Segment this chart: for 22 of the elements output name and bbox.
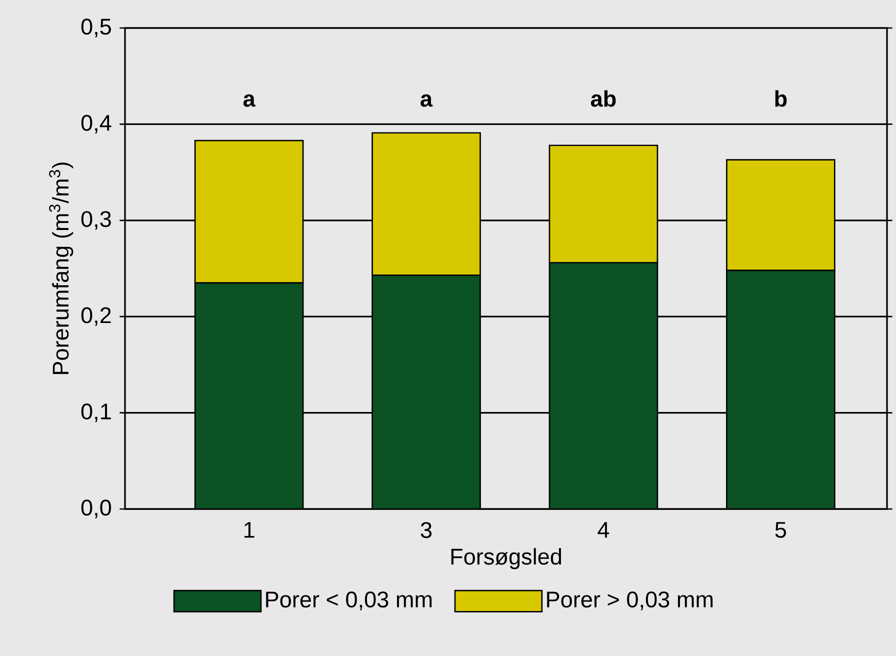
x-tick-label: 1	[244, 522, 254, 538]
annotation: b	[775, 90, 787, 107]
x-tick-label: 3	[420, 522, 432, 538]
legend-label: Porer > 0,03 mm	[547, 592, 713, 610]
y-tick-label: 0,1	[81, 403, 111, 422]
annotation: a	[243, 94, 256, 107]
annotation: ab	[590, 90, 616, 107]
y-tick-label: 0,2	[81, 307, 111, 326]
annotation: a	[420, 94, 433, 107]
y-tick-label: 0,4	[81, 114, 112, 134]
x-tick-label: 4	[598, 522, 610, 538]
y-axis-title: Porerumfang (m$^{3}$/m$^{3}$)	[49, 162, 74, 374]
x-axis-title: Forsøgsled	[451, 548, 562, 570]
x-tick-label: 5	[775, 522, 786, 538]
y-tick-label: 0,3	[81, 211, 111, 230]
y-tick-label: 0,5	[81, 18, 111, 38]
y-tick-label: 0,0	[81, 500, 112, 518]
bar	[726, 270, 836, 509]
bar	[548, 262, 658, 509]
bar	[194, 282, 304, 509]
bar	[372, 274, 481, 509]
legend-label: Porer < 0,03 mm	[266, 592, 432, 610]
